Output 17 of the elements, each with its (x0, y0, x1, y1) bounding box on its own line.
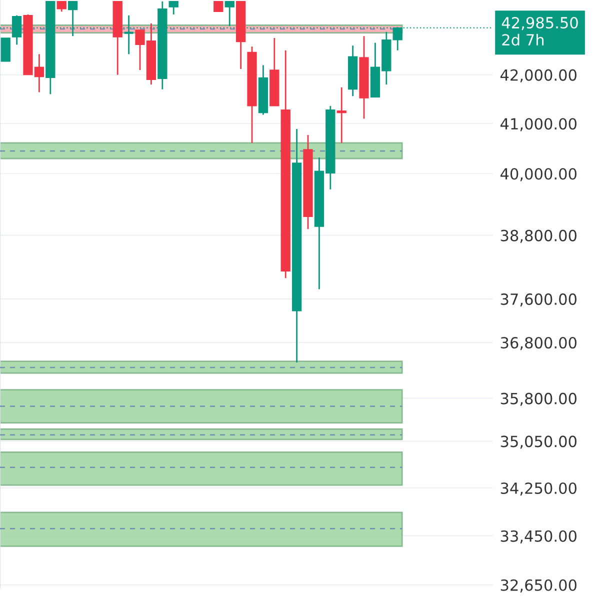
y-tick-label: 35,800.00 (500, 392, 576, 406)
y-tick-label: 35,050.00 (500, 436, 576, 449)
y-tick-label: 37,600.00 (500, 293, 576, 307)
y-tick-label: 40,000.00 (500, 168, 576, 182)
candlestick (0, 38, 10, 62)
y-tick-label: 38,800.00 (500, 230, 576, 243)
candlestick (56, 0, 66, 12)
candlestick (214, 1, 224, 12)
y-tick-label: 33,450.00 (500, 530, 576, 544)
y-tick-label: 42,000.00 (500, 69, 576, 82)
y-tick-label: 36,800.00 (500, 336, 576, 350)
y-tick-label: 34,250.00 (500, 482, 576, 496)
candlestick (168, 0, 178, 16)
y-tick-label: 32,650.00 (500, 579, 576, 592)
y-tick-label: 41,000.00 (500, 118, 576, 132)
candlestick (336, 86, 346, 144)
ref-line-label: 42,985.50 2d 7h (502, 16, 578, 46)
